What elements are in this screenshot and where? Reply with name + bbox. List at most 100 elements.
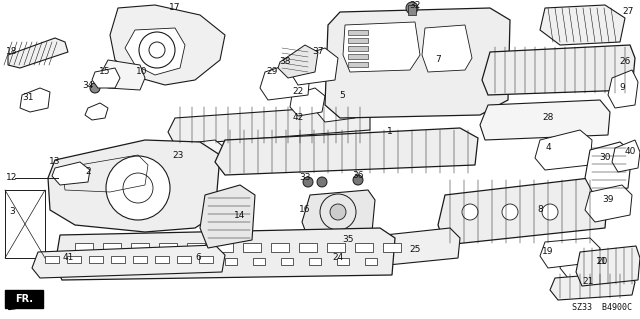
Polygon shape — [253, 258, 265, 265]
Polygon shape — [540, 238, 600, 268]
Text: 36: 36 — [352, 170, 364, 180]
Polygon shape — [85, 103, 108, 120]
Text: 38: 38 — [279, 57, 291, 66]
Polygon shape — [159, 243, 177, 252]
Polygon shape — [355, 243, 373, 252]
Polygon shape — [325, 8, 510, 118]
Text: 2: 2 — [85, 167, 91, 176]
Polygon shape — [215, 128, 478, 175]
Text: 22: 22 — [292, 87, 303, 97]
Text: 24: 24 — [332, 254, 344, 263]
Polygon shape — [67, 256, 81, 263]
Text: 41: 41 — [62, 254, 74, 263]
Circle shape — [406, 2, 418, 14]
Polygon shape — [141, 258, 153, 265]
Polygon shape — [85, 258, 97, 265]
FancyBboxPatch shape — [5, 290, 43, 308]
Polygon shape — [348, 54, 368, 59]
Circle shape — [90, 83, 100, 93]
Text: 11: 11 — [596, 257, 608, 266]
Text: 33: 33 — [300, 174, 311, 182]
Text: 9: 9 — [619, 84, 625, 93]
Text: 21: 21 — [582, 278, 594, 286]
Circle shape — [330, 204, 346, 220]
Polygon shape — [585, 185, 632, 222]
Polygon shape — [48, 140, 220, 232]
Polygon shape — [55, 228, 395, 280]
Polygon shape — [348, 46, 368, 51]
Text: 5: 5 — [339, 91, 345, 100]
Text: 40: 40 — [624, 147, 636, 157]
Text: 14: 14 — [234, 211, 246, 219]
Polygon shape — [169, 258, 181, 265]
Polygon shape — [337, 258, 349, 265]
Text: 39: 39 — [602, 196, 614, 204]
Polygon shape — [45, 256, 59, 263]
Text: 8: 8 — [537, 205, 543, 214]
Polygon shape — [482, 45, 635, 95]
Polygon shape — [327, 243, 345, 252]
Polygon shape — [92, 68, 120, 88]
Polygon shape — [20, 88, 50, 112]
Polygon shape — [560, 248, 608, 278]
Circle shape — [106, 156, 170, 220]
Polygon shape — [422, 25, 472, 72]
Polygon shape — [8, 38, 68, 68]
Polygon shape — [89, 256, 103, 263]
Text: SZ33  B4900C: SZ33 B4900C — [572, 303, 632, 313]
Polygon shape — [290, 48, 338, 85]
Text: 34: 34 — [83, 80, 93, 90]
Text: 25: 25 — [410, 246, 420, 255]
Text: 28: 28 — [542, 114, 554, 122]
Text: 35: 35 — [342, 235, 354, 244]
Polygon shape — [243, 243, 261, 252]
Text: 29: 29 — [266, 68, 278, 77]
Polygon shape — [113, 258, 125, 265]
Text: 31: 31 — [22, 93, 34, 102]
Polygon shape — [299, 243, 317, 252]
Text: FR.: FR. — [15, 294, 33, 304]
Polygon shape — [612, 140, 640, 172]
Polygon shape — [111, 256, 125, 263]
Polygon shape — [348, 38, 368, 43]
Text: 37: 37 — [312, 48, 324, 56]
Text: 1: 1 — [387, 128, 393, 137]
Polygon shape — [32, 245, 225, 278]
Text: 26: 26 — [620, 57, 630, 66]
Polygon shape — [225, 258, 237, 265]
Text: 10: 10 — [136, 68, 148, 77]
Text: 19: 19 — [542, 248, 554, 256]
Text: 30: 30 — [599, 153, 611, 162]
Polygon shape — [550, 272, 635, 300]
Polygon shape — [290, 88, 325, 116]
Polygon shape — [260, 62, 310, 100]
Polygon shape — [168, 105, 370, 145]
Text: 42: 42 — [292, 114, 303, 122]
Polygon shape — [438, 178, 608, 245]
Text: 3: 3 — [9, 207, 15, 217]
Polygon shape — [131, 243, 149, 252]
Text: 4: 4 — [545, 144, 551, 152]
Polygon shape — [302, 190, 375, 238]
Text: 17: 17 — [169, 4, 180, 12]
Polygon shape — [125, 28, 185, 75]
Polygon shape — [278, 45, 318, 78]
Polygon shape — [348, 30, 368, 35]
Polygon shape — [576, 246, 640, 286]
Circle shape — [303, 177, 313, 187]
Circle shape — [502, 204, 518, 220]
Text: 18: 18 — [6, 48, 18, 56]
Text: 32: 32 — [410, 1, 420, 10]
Polygon shape — [187, 243, 205, 252]
Polygon shape — [100, 60, 145, 90]
Text: 16: 16 — [300, 205, 311, 214]
Polygon shape — [318, 244, 358, 272]
Polygon shape — [281, 258, 293, 265]
Polygon shape — [535, 130, 592, 170]
Polygon shape — [608, 70, 638, 108]
Polygon shape — [133, 256, 147, 263]
Polygon shape — [200, 185, 255, 248]
Polygon shape — [103, 243, 121, 252]
Circle shape — [344, 236, 356, 248]
Polygon shape — [110, 5, 225, 85]
